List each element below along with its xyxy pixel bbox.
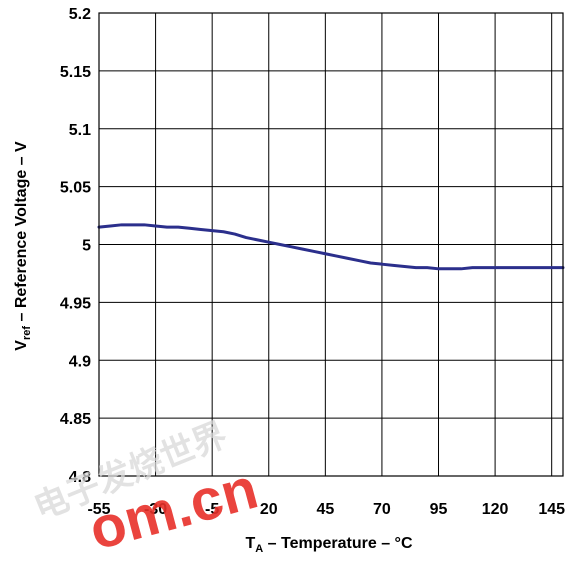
x-tick-label: 45: [316, 501, 334, 518]
y-tick-label: 5.1: [69, 122, 91, 139]
x-axis-title-rest: – Temperature – °C: [263, 535, 413, 552]
y-tick-label: 4.85: [60, 411, 91, 428]
x-tick-label: 70: [373, 501, 391, 518]
y-tick-label: 5: [82, 238, 91, 255]
watermark: 电子发烧世界 om.cn: [28, 415, 264, 562]
grid: [99, 13, 563, 476]
y-tick-label: 4.8: [69, 469, 91, 486]
y-axis-title: Vref – Reference Voltage – V: [13, 141, 33, 351]
y-tick-label: 5.05: [60, 180, 91, 197]
x-tick-labels: -55 -30 -5 20 45 70 95 120 145: [87, 501, 565, 518]
x-tick-label: 95: [430, 501, 448, 518]
x-axis-title-main: T: [246, 535, 256, 552]
y-tick-label: 5.15: [60, 64, 91, 81]
x-tick-label: -55: [87, 501, 110, 518]
x-tick-label: -30: [144, 501, 167, 518]
x-axis-title-sub: A: [255, 543, 263, 555]
x-tick-label: -5: [205, 501, 219, 518]
plot-border: [98, 12, 564, 477]
series-line: [97, 223, 565, 271]
plot-frame: [98, 12, 564, 477]
y-axis-title-main: V: [13, 340, 30, 351]
y-tick-label: 4.9: [69, 353, 91, 370]
x-tick-label: 145: [538, 501, 565, 518]
y-tick-label: 4.95: [60, 295, 91, 312]
series-layer: [97, 223, 565, 271]
x-axis-title: TA – Temperature – °C: [246, 535, 413, 555]
y-axis-title-rest: – Reference Voltage – V: [13, 141, 30, 326]
y-tick-label: 5.2: [69, 6, 91, 23]
x-tick-label: 120: [482, 501, 509, 518]
y-axis-title-sub: ref: [21, 326, 33, 340]
y-tick-labels: 4.8 4.85 4.9 4.95 5 5.05 5.1 5.15 5.2: [60, 6, 91, 486]
x-tick-label: 20: [260, 501, 278, 518]
